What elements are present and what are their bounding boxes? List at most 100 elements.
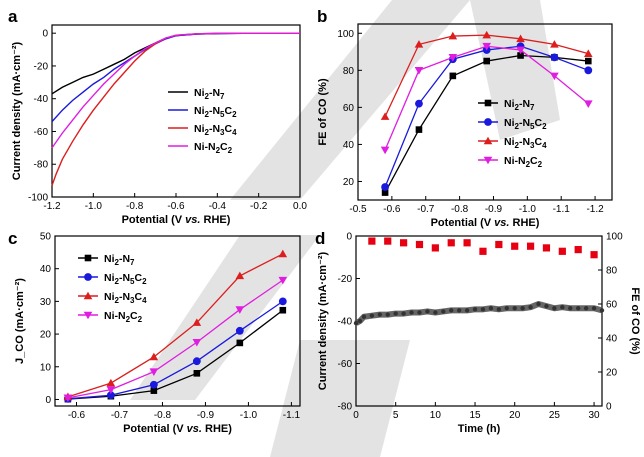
current-density-point (464, 308, 470, 313)
legend-subscript: 2 (232, 110, 237, 119)
legend-text-part: Ni (504, 136, 515, 148)
y-tick-label: 0 (346, 232, 352, 243)
fe-point (384, 237, 392, 245)
legend-text-part: -N (119, 272, 130, 284)
series-line (67, 253, 284, 398)
legend-text-part: -N (209, 105, 220, 117)
y2-tick-label: 100 (606, 232, 623, 243)
y2-tick-label: 20 (606, 368, 618, 379)
data-point (517, 52, 524, 59)
y-tick-label: 0 (42, 29, 48, 40)
legend-text-part: -N (209, 87, 220, 99)
x-tick-label: 0 (353, 410, 359, 421)
legend-marker (84, 254, 92, 262)
series-line (51, 32, 300, 95)
data-point (449, 72, 457, 80)
data-point (381, 189, 389, 196)
series-line (51, 32, 300, 149)
legend-marker (483, 156, 493, 165)
series-line (67, 279, 284, 399)
axis-label-part: RHE) (509, 217, 539, 229)
panel-label: d (315, 229, 325, 248)
data-point (193, 370, 201, 377)
panel-a: a -1.2 -1.0 -0.8 -0.6 -0.4 -0.2 0.0 -100 -80 -60 -4… (8, 7, 307, 212)
data-point (192, 338, 202, 347)
axis-label-part: RHE) (202, 423, 232, 435)
legend-label: Ni2​-N3​C4​ (194, 123, 237, 137)
current-density-point (385, 312, 390, 317)
series-line (67, 300, 284, 400)
data-point (106, 391, 115, 400)
y-tick-label: -60 (34, 127, 49, 138)
fe-point (431, 244, 439, 252)
legend-subscript: 2 (115, 277, 120, 286)
data-point (235, 326, 244, 335)
current-density-point (480, 307, 486, 312)
data-point (448, 31, 458, 40)
legend-subscript: 2 (542, 122, 547, 131)
x-tick-label: -0.5 (349, 204, 367, 215)
legend-label: Ni-N2​C2​ (194, 141, 233, 155)
legend-text-part: Ni (104, 272, 115, 284)
x-tick-label: 20 (509, 410, 521, 421)
legend-text-part: -N (519, 117, 530, 129)
data-point (106, 378, 116, 387)
y-axis-label: Current density (mA·cm⁻²) (11, 41, 23, 180)
x-tick-label: -1.0 (240, 410, 258, 421)
legend-subscript: 2 (205, 110, 210, 119)
current-density-point (393, 311, 398, 316)
legend-subscript: 2 (228, 146, 233, 155)
y-tick-label: -40 (34, 94, 49, 105)
legend-subscript: 5 (130, 277, 135, 286)
legend-text-part: C (530, 155, 538, 167)
axis-label-part: Potential (V (123, 423, 187, 435)
legend-label: Ni2​-N7​ (504, 98, 535, 112)
fe-point (495, 240, 503, 249)
panel-b: b -0.5 -0.6 -0.7 -0.8 -0.9 -1.0 -1.1 -1.2 20 40 60 8… (317, 7, 613, 215)
current-density-point (449, 308, 454, 313)
data-point (278, 276, 288, 285)
legend-text-part: Ni (104, 291, 115, 303)
y-tick-label: 10 (40, 362, 52, 373)
legend-subscript: 3 (530, 141, 535, 150)
x-tick-label: 25 (549, 410, 561, 421)
x-tick-label: 15 (469, 410, 481, 421)
legend-text-part: Ni (104, 253, 115, 265)
current-density-point (575, 306, 581, 311)
data-point (236, 339, 244, 347)
data-point (483, 57, 490, 65)
y-tick-label: -80 (34, 160, 49, 171)
legend-marker (484, 99, 492, 107)
plot-frame (54, 235, 301, 407)
x-tick-label: -1.0 (85, 201, 103, 212)
legend-text-part: C (535, 117, 543, 129)
legend-subscript: 5 (530, 122, 535, 131)
data-point (381, 183, 389, 191)
data-point (550, 40, 559, 48)
data-point (106, 386, 116, 394)
data-point (149, 368, 159, 376)
y-tick-label: -20 (34, 61, 49, 72)
legend-label: Ni2​-N5​C2​ (194, 105, 237, 119)
data-point (192, 357, 201, 366)
legend-subscript: 2 (526, 160, 531, 169)
y-tick-label: 30 (40, 297, 52, 308)
x-tick-label: -1.2 (586, 204, 604, 215)
data-point (414, 40, 424, 48)
current-density-point (409, 310, 414, 315)
data-point (63, 394, 73, 403)
current-density-point (599, 308, 605, 313)
current-density-point (568, 306, 573, 311)
x-tick-label: -0.6 (167, 201, 185, 212)
legend-text-part: Ni (194, 123, 205, 135)
data-point (415, 99, 423, 108)
data-point (149, 380, 158, 389)
data-point (550, 53, 559, 62)
legend-subscript: 2 (142, 277, 147, 286)
data-point (278, 249, 288, 258)
axis-label-italic: vs. (185, 214, 200, 226)
watermark-shape (270, 340, 410, 457)
current-density-point (512, 306, 517, 311)
data-point (279, 306, 287, 314)
